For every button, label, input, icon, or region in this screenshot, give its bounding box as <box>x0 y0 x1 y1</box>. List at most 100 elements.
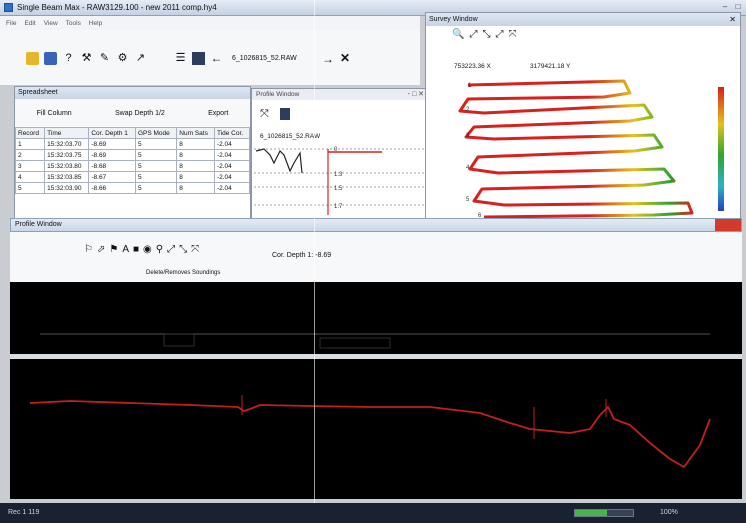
close-x-icon[interactable]: ✕ <box>340 51 351 65</box>
table-cell[interactable]: 15:32:03.70 <box>44 138 90 150</box>
table-cell[interactable]: 5 <box>134 149 178 161</box>
table-row[interactable]: 2 15:32:03.75 -8.69 5 8 -2.04 <box>15 149 250 161</box>
table-cell[interactable]: -2.04 <box>213 160 250 172</box>
cursor-icon[interactable]: ⚙ <box>117 52 128 64</box>
col-header-num-sats[interactable]: Num Sats <box>176 127 215 139</box>
maximize-icon[interactable]: □ <box>735 2 741 11</box>
col-header-tide[interactable]: Tide Cor. <box>213 127 250 139</box>
spreadsheet-panel: Spreadsheet Fill Column Swap Depth 1/2 E… <box>14 86 251 220</box>
menu-item-help[interactable]: Help <box>88 19 103 27</box>
flag-icon[interactable]: ⚐ <box>84 244 93 255</box>
profile-lower-plot <box>10 359 742 499</box>
table-cell[interactable]: 5 <box>134 160 178 172</box>
menu-item-tools[interactable]: Tools <box>65 19 81 27</box>
table-cell[interactable]: 8 <box>176 149 215 161</box>
profile-divider[interactable] <box>10 354 742 359</box>
text-icon[interactable]: A <box>122 244 129 255</box>
table-cell[interactable]: -2.04 <box>213 138 250 150</box>
table-row[interactable]: 1 15:32:03.70 -8.69 5 8 -2.04 <box>15 138 250 150</box>
col-header-depth[interactable]: Cor. Depth 1 <box>88 127 136 139</box>
menu-item-edit[interactable]: Edit <box>24 19 36 27</box>
survey-close-icon[interactable]: ✕ <box>729 15 736 24</box>
table-cell[interactable]: 8 <box>176 160 215 172</box>
profile-toolbar: ⚐ ⬀ ⚑ A ■ ◉ ⚲ ⤢ ⤡ ⤧ Delete/Removes Sound… <box>10 232 742 282</box>
survey-panel: Survey Window ✕ 🔍⤢⤡⤢⤧ 753223.36 X 317942… <box>425 12 741 220</box>
flag2-icon[interactable]: ⚑ <box>109 244 119 255</box>
table-cell[interactable]: -2.04 <box>213 182 250 194</box>
export-button[interactable]: Export <box>208 109 229 117</box>
table-cell[interactable]: 8 <box>176 182 215 194</box>
minimize-icon[interactable]: – <box>722 2 728 11</box>
zoom-area-icon[interactable]: ⤢ <box>167 244 176 255</box>
save-icon[interactable] <box>44 52 57 65</box>
forward-arrow-icon[interactable]: → <box>322 52 334 66</box>
status-progress-fill <box>575 510 607 516</box>
list-icon[interactable]: ↗ <box>135 52 146 64</box>
table-row[interactable]: 3 15:32:03.80 -8.68 5 8 -2.04 <box>15 160 250 172</box>
small-profile-plot: 0 1.3 1.5 1.7 <box>254 143 428 219</box>
table-cell[interactable]: -8.69 <box>88 138 136 150</box>
table-cell[interactable]: 5 <box>134 138 178 150</box>
coord-x: 753223.36 X <box>454 63 491 70</box>
back-arrow-icon[interactable]: ← <box>210 51 223 65</box>
table-cell[interactable]: -8.68 <box>88 160 136 172</box>
fit-icon[interactable]: ⤧ <box>191 244 200 255</box>
table-cell[interactable]: 5 <box>15 182 46 194</box>
expand-icon[interactable]: ⤧ <box>260 108 269 120</box>
spreadsheet-titlebar: Spreadsheet <box>15 87 250 99</box>
pin-icon[interactable]: ? <box>65 52 72 64</box>
pointer-icon[interactable]: ⬀ <box>96 244 106 255</box>
table-cell[interactable]: 8 <box>176 171 215 183</box>
table-cell[interactable]: 15:32:03.85 <box>44 171 90 183</box>
app-icon <box>4 3 13 12</box>
small-profile-toolbar: ⤧ <box>252 100 428 130</box>
swap-depth-button[interactable]: Swap Depth 1/2 <box>114 109 165 117</box>
table-cell[interactable]: 5 <box>134 182 178 194</box>
table-cell[interactable]: 3 <box>15 160 46 172</box>
document-icon[interactable] <box>280 108 290 120</box>
table-header-row: Record Time Cor. Depth 1 GPS Mode Num Sa… <box>15 127 250 139</box>
document-icon[interactable] <box>192 52 205 65</box>
line-label: 4 <box>466 165 470 171</box>
table-cell[interactable]: 5 <box>134 171 178 183</box>
table-cell[interactable]: -8.67 <box>88 171 136 183</box>
table-cell[interactable]: 15:32:03.80 <box>44 160 90 172</box>
open-icon[interactable] <box>26 52 39 65</box>
main-toolbar: ? ⚒ ✎ ⚙ ↗ ☰ ← 6_1026815_52.RAW → ✕ <box>0 30 420 86</box>
zoom-in-icon[interactable]: ⤡ <box>179 244 188 255</box>
profile-titlebar: Profile Window <box>10 218 742 232</box>
col-header-record[interactable]: Record <box>15 127 46 139</box>
table-row[interactable]: 4 15:32:03.85 -8.67 5 8 -2.04 <box>15 171 250 183</box>
menu-item-file[interactable]: File <box>6 19 17 27</box>
line-label: 5 <box>466 197 470 203</box>
col-header-time[interactable]: Time <box>44 127 90 139</box>
profile-upper-plot <box>10 282 742 354</box>
zoom-tools-icon[interactable]: 🔍⤢⤡⤢⤧ <box>452 29 522 40</box>
table-cell[interactable]: -2.04 <box>213 171 250 183</box>
table-cell[interactable]: 8 <box>176 138 215 150</box>
col-header-gps-mode[interactable]: GPS Mode <box>134 127 178 139</box>
profile-close-icon[interactable] <box>715 219 741 231</box>
survey-toolbar: 🔍⤢⤡⤢⤧ <box>426 26 740 56</box>
book-icon[interactable]: ☰ <box>175 52 186 64</box>
camera-icon[interactable]: ■ <box>133 244 140 255</box>
spreadsheet-buttons: Fill Column Swap Depth 1/2 Export <box>15 99 250 127</box>
zoom-icon[interactable]: ⚲ <box>155 244 164 255</box>
small-profile-close-icon[interactable]: - □ ✕ <box>407 91 424 98</box>
filter-icon[interactable]: ✎ <box>99 52 110 64</box>
depth-profile-line <box>29 400 711 468</box>
menu-item-view[interactable]: View <box>43 19 58 27</box>
fill-column-button[interactable]: Fill Column <box>36 109 72 117</box>
table-cell[interactable]: -8.69 <box>88 149 136 161</box>
table-row[interactable]: 5 15:32:03.90 -8.66 5 8 -2.04 <box>15 182 250 194</box>
table-cell[interactable]: 2 <box>15 149 46 161</box>
tools-icon[interactable]: ⚒ <box>81 52 92 64</box>
table-cell[interactable]: 15:32:03.75 <box>44 149 90 161</box>
table-cell[interactable]: -8.66 <box>88 182 136 194</box>
table-cell[interactable]: 15:32:03.90 <box>44 182 90 194</box>
table-cell[interactable]: 1 <box>15 138 46 150</box>
profile-window-title: Profile Window <box>15 221 62 228</box>
table-cell[interactable]: -2.04 <box>213 149 250 161</box>
settings-icon[interactable]: ◉ <box>143 244 152 255</box>
table-cell[interactable]: 4 <box>15 171 46 183</box>
